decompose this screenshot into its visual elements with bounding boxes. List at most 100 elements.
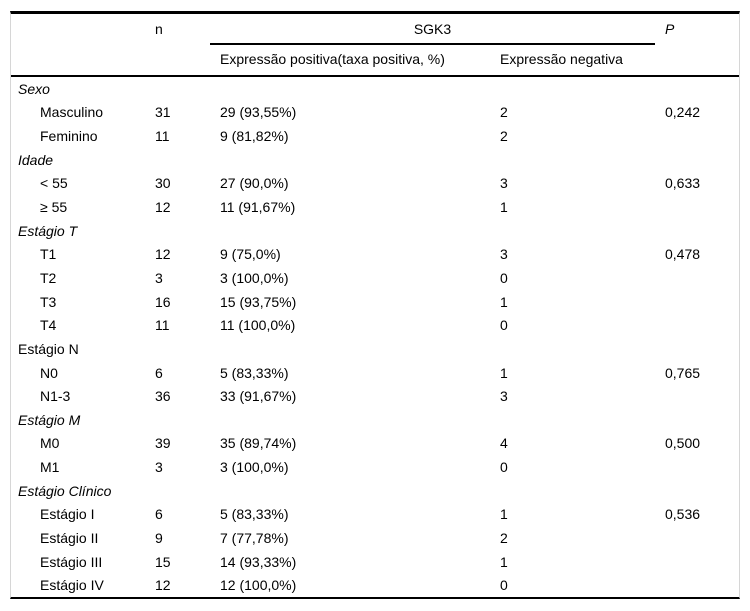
cell-negative: 3: [500, 388, 508, 405]
row-label: Estágio III: [40, 553, 103, 570]
cell-negative: 1: [500, 364, 508, 381]
cell-positive: 27 (90,0%): [220, 175, 289, 192]
cell-negative: 0: [500, 269, 508, 286]
table-row: Estágio II 9 7 (77,78%) 2: [11, 526, 739, 550]
table-row: Estágio Clínico: [11, 479, 739, 503]
cell-positive: 7 (77,78%): [220, 529, 289, 546]
row-label: Estágio N: [18, 340, 79, 357]
row-label: T4: [40, 317, 57, 334]
table-row: M1 3 3 (100,0%) 0: [11, 455, 739, 479]
row-label: M0: [40, 435, 60, 452]
cell-n: 16: [155, 293, 171, 310]
row-label: Estágio II: [40, 529, 99, 546]
table-row: T1 12 9 (75,0%) 3 0,478: [11, 242, 739, 266]
cell-p: 0,536: [665, 506, 701, 523]
row-label: Masculino: [40, 104, 104, 121]
row-label: ≥ 55: [40, 199, 68, 216]
cell-p: 0,765: [665, 364, 701, 381]
row-label: T2: [40, 269, 57, 286]
table-row: Sexo: [11, 77, 739, 101]
column-header-negative-expression: Expressão negativa: [500, 51, 623, 67]
cell-p: 0,633: [665, 175, 701, 192]
cell-positive: 29 (93,55%): [220, 104, 297, 121]
table-row: Idade: [11, 148, 739, 172]
cell-positive: 15 (93,75%): [220, 293, 297, 310]
column-header-p: P: [665, 20, 675, 37]
cell-negative: 2: [500, 128, 508, 145]
table-row: T3 16 15 (93,75%) 1: [11, 290, 739, 314]
row-label: Sexo: [18, 80, 50, 97]
column-header-positive-expression: Expressão positiva(taxa positiva, %): [220, 51, 445, 67]
cell-positive: 3 (100,0%): [220, 459, 289, 476]
column-header-sgk3: SGK3: [413, 20, 452, 37]
cell-negative: 4: [500, 435, 508, 452]
cell-n: 39: [155, 435, 171, 452]
cell-negative: 1: [500, 506, 508, 523]
cell-negative: 1: [500, 199, 508, 216]
cell-positive: 3 (100,0%): [220, 269, 289, 286]
cell-positive: 35 (89,74%): [220, 435, 297, 452]
table-row: T4 11 11 (100,0%) 0: [11, 313, 739, 337]
row-label: M1: [40, 459, 60, 476]
table-row: Estágio I 6 5 (83,33%) 1 0,536: [11, 503, 739, 527]
cell-n: 12: [155, 199, 171, 216]
table-row: M0 39 35 (89,74%) 4 0,500: [11, 432, 739, 456]
cell-n: 36: [155, 388, 171, 405]
cell-negative: 2: [500, 104, 508, 121]
cell-positive: 9 (81,82%): [220, 128, 289, 145]
cell-p: 0,478: [665, 246, 701, 263]
row-label: N1-3: [40, 388, 71, 405]
row-label: Idade: [18, 151, 54, 168]
cell-positive: 5 (83,33%): [220, 506, 289, 523]
sgk3-span-rule: [210, 43, 655, 45]
row-label: Estágio T: [18, 222, 78, 239]
cell-negative: 0: [500, 317, 508, 334]
row-label: Feminino: [40, 128, 98, 145]
cell-n: 31: [155, 104, 171, 121]
table-row: Feminino 11 9 (81,82%) 2: [11, 124, 739, 148]
cell-positive: 14 (93,33%): [220, 553, 297, 570]
table-header: n SGK3 P Expressão positiva(taxa positiv…: [11, 14, 739, 77]
row-label: Estágio Clínico: [18, 482, 112, 499]
table-body: Sexo Masculino 31 29 (93,55%) 2 0,242 Fe…: [11, 77, 739, 597]
cell-negative: 1: [500, 293, 508, 310]
row-label: < 55: [40, 175, 68, 192]
table-row: Estágio T: [11, 219, 739, 243]
cell-negative: 3: [500, 246, 508, 263]
cell-negative: 3: [500, 175, 508, 192]
cell-positive: 9 (75,0%): [220, 246, 281, 263]
table-row: N1-3 36 33 (91,67%) 3: [11, 384, 739, 408]
cell-n: 3: [155, 459, 163, 476]
cell-n: 3: [155, 269, 163, 286]
table-row: Estágio III 15 14 (93,33%) 1: [11, 550, 739, 574]
cell-positive: 33 (91,67%): [220, 388, 297, 405]
table-row: ≥ 55 12 11 (91,67%) 1: [11, 195, 739, 219]
sgk3-expression-table: n SGK3 P Expressão positiva(taxa positiv…: [10, 11, 740, 599]
cell-n: 11: [155, 317, 170, 334]
table-row: Estágio N: [11, 337, 739, 361]
cell-positive: 11 (100,0%): [220, 317, 296, 334]
table-row: Estágio M: [11, 408, 739, 432]
cell-positive: 5 (83,33%): [220, 364, 289, 381]
cell-n: 12: [155, 246, 171, 263]
table-row: N0 6 5 (83,33%) 1 0,765: [11, 361, 739, 385]
cell-n: 6: [155, 364, 163, 381]
table-row: < 55 30 27 (90,0%) 3 0,633: [11, 172, 739, 196]
cell-positive: 11 (91,67%): [220, 199, 296, 216]
cell-p: 0,500: [665, 435, 701, 452]
row-label: N0: [40, 364, 58, 381]
row-label: T3: [40, 293, 57, 310]
row-label: Estágio M: [18, 411, 81, 428]
column-header-n: n: [155, 20, 163, 37]
row-label: Estágio IV: [40, 577, 104, 594]
cell-positive: 12 (100,0%): [220, 577, 297, 594]
cell-n: 12: [155, 577, 171, 594]
cell-n: 15: [155, 553, 171, 570]
table-row: T2 3 3 (100,0%) 0: [11, 266, 739, 290]
cell-p: 0,242: [665, 104, 701, 121]
row-label: T1: [40, 246, 57, 263]
cell-n: 11: [155, 128, 170, 145]
cell-negative: 2: [500, 529, 508, 546]
table-row: Masculino 31 29 (93,55%) 2 0,242: [11, 101, 739, 125]
